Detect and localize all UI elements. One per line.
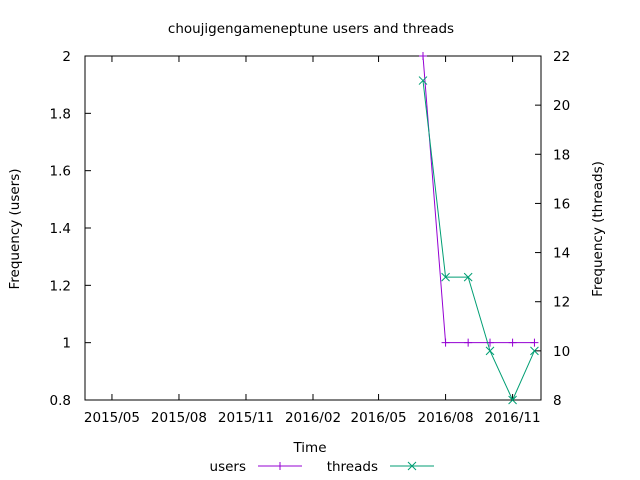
- y-right-tick-label: 22: [553, 49, 570, 65]
- plot-frame: [84, 55, 542, 401]
- y-left-tick-label: 1: [62, 336, 71, 352]
- series-line-users: [422, 55, 535, 344]
- data-point-threads: [508, 395, 517, 405]
- y-right-tick-label: 14: [553, 246, 570, 262]
- y-right-tick-label: 18: [553, 147, 570, 163]
- y-right-tick-label: 20: [553, 98, 570, 114]
- y-left-tick-label: 2: [62, 49, 71, 65]
- x-tick-label: 2016/02: [285, 410, 341, 426]
- y-left-tick-label: 0.8: [50, 393, 71, 409]
- x-tick-label: 2015/05: [84, 410, 140, 426]
- x-tick-label: 2015/08: [151, 410, 207, 426]
- x-tick-label: 2015/11: [218, 410, 274, 426]
- y-axis-left-label: Frequency (users): [7, 168, 23, 289]
- y-right-tick-label: 10: [553, 344, 570, 360]
- x-tick-label: 2016/08: [418, 410, 474, 426]
- legend-label-threads: threads: [327, 459, 378, 475]
- y-left-tick-label: 1.6: [50, 164, 71, 180]
- legend-marker-users: [276, 462, 284, 470]
- y-right-tick-label: 12: [553, 295, 570, 311]
- chart-title: choujigengameneptune users and threads: [168, 21, 454, 37]
- data-point-threads: [530, 346, 539, 356]
- legend: users threads: [210, 459, 434, 475]
- x-tick-label: 2016/11: [485, 410, 541, 426]
- data-point-threads: [485, 346, 495, 356]
- y-left-tick-label: 1.8: [50, 106, 71, 122]
- data-point-users: [464, 338, 473, 347]
- data-point-threads: [441, 272, 450, 282]
- data-point-users: [530, 338, 539, 347]
- data-point-threads: [418, 76, 428, 85]
- data-point-threads: [463, 272, 473, 282]
- data-point-users: [441, 338, 450, 347]
- y-axis-right-label: Frequency (threads): [590, 161, 606, 297]
- x-tick-label: 2016/05: [351, 410, 407, 426]
- legend-label-users: users: [210, 459, 246, 475]
- data-point-users: [508, 338, 517, 347]
- data-point-users: [418, 52, 427, 60]
- series-line-threads: [422, 80, 535, 402]
- legend-marker-threads: [407, 461, 417, 471]
- y-left-tick-label: 1.2: [50, 278, 71, 294]
- y-left-tick-label: 1.4: [50, 221, 71, 237]
- y-right-tick-label: 16: [553, 196, 570, 212]
- y-right-tick-label: 8: [553, 393, 562, 409]
- x-axis-label: Time: [292, 440, 326, 456]
